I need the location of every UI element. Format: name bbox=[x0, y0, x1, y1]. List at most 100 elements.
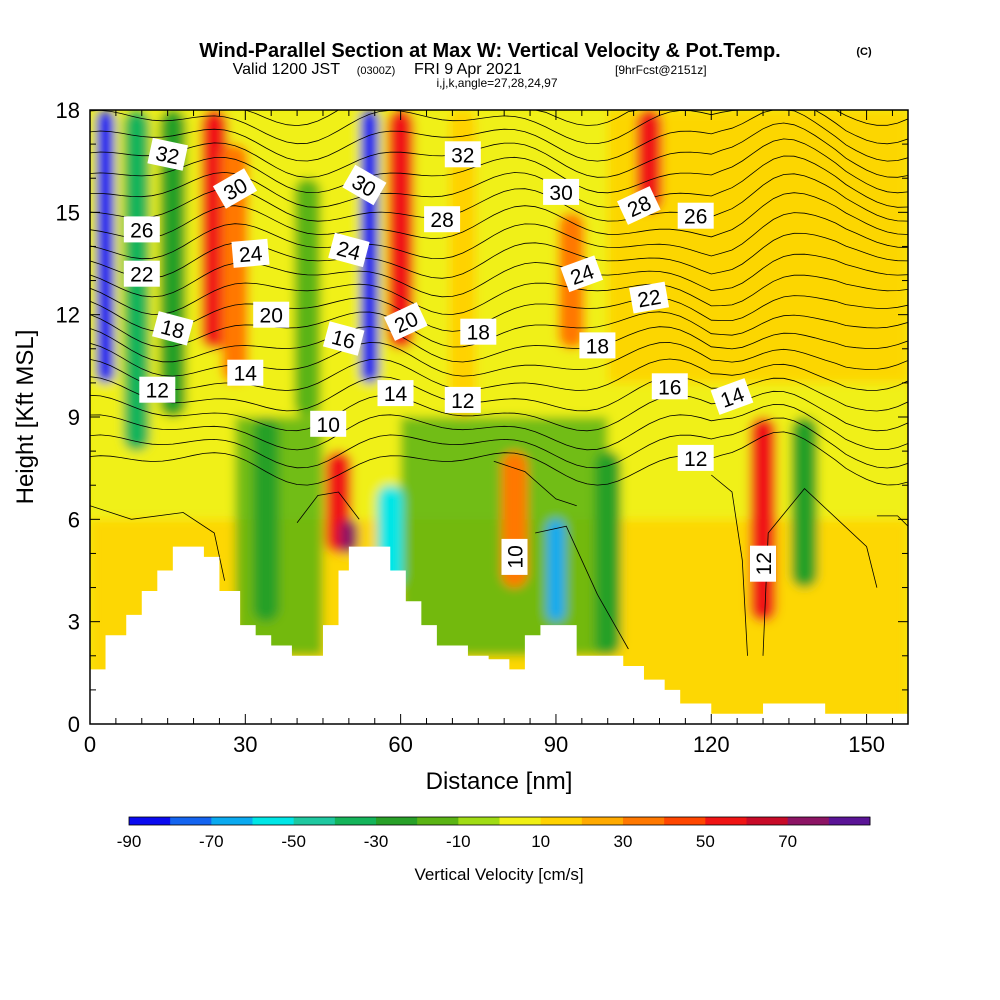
contour-label-text: 12 bbox=[753, 552, 776, 575]
y-tick-label: 12 bbox=[56, 303, 80, 328]
contour-label: 28 bbox=[424, 206, 461, 233]
colorbar-swatch bbox=[211, 817, 253, 825]
chart-title: Wind-Parallel Section at Max W: Vertical… bbox=[199, 40, 780, 62]
x-axis: 0 30 60 90 120 150 bbox=[84, 110, 893, 757]
x-tick-label: 150 bbox=[848, 732, 885, 757]
valid-time-label: Valid 1200 JST bbox=[233, 61, 341, 78]
contour-label-box bbox=[424, 206, 461, 233]
grid-indices-label: i,j,k,angle=27,28,24,97 bbox=[436, 76, 557, 90]
contour-label-box bbox=[227, 359, 264, 386]
contour-label-box bbox=[629, 281, 670, 314]
contour-label: 32 bbox=[147, 137, 189, 171]
y-tick-label: 6 bbox=[68, 507, 80, 532]
colorbar-swatch bbox=[581, 817, 624, 825]
contour-label: 12 bbox=[139, 376, 176, 403]
velocity-cell bbox=[201, 110, 228, 349]
valid-utc-label: (0300Z) bbox=[357, 65, 396, 77]
theta-contour-line bbox=[90, 155, 908, 208]
contour-label-box bbox=[750, 545, 776, 582]
colorbar-swatch bbox=[623, 817, 665, 825]
colorbar-tick-label: 30 bbox=[614, 832, 633, 851]
x-tick-label: 60 bbox=[388, 732, 412, 757]
theta-contour-line bbox=[90, 232, 908, 279]
colorbar-swatch bbox=[746, 817, 789, 825]
theta-contour-line bbox=[876, 515, 908, 527]
colorbar-tick-label: -90 bbox=[117, 832, 142, 851]
theta-contour-line bbox=[90, 358, 908, 391]
contour-label-text: 16 bbox=[658, 376, 681, 399]
contour-label: 18 bbox=[579, 332, 616, 359]
colorbar-tick-label: -30 bbox=[364, 832, 389, 851]
contour-label-text: 26 bbox=[684, 206, 707, 229]
contour-label-text: 12 bbox=[684, 448, 707, 471]
y-tick-label: 15 bbox=[56, 200, 80, 225]
y-tick-label: 9 bbox=[68, 405, 80, 430]
colorbar-swatch bbox=[417, 817, 459, 825]
theta-contour-line bbox=[90, 376, 908, 412]
contour-label-text: 12 bbox=[451, 390, 474, 413]
velocity-cell bbox=[594, 451, 621, 656]
colorbar-swatch bbox=[334, 817, 377, 825]
theta-contour-line bbox=[711, 474, 748, 656]
terrain bbox=[90, 546, 908, 724]
x-axis-title: Distance [nm] bbox=[426, 768, 573, 795]
velocity-cell bbox=[294, 178, 321, 417]
contour-label: 16 bbox=[651, 373, 688, 400]
copyright-mark: (C) bbox=[856, 46, 872, 58]
contour-label-box bbox=[123, 260, 160, 287]
x-tick-label: 30 bbox=[233, 732, 257, 757]
colorbar-swatch bbox=[458, 817, 500, 825]
colorbar-tick-label: 50 bbox=[696, 832, 715, 851]
contour-label-text: 18 bbox=[586, 335, 609, 358]
velocity-cell bbox=[750, 417, 777, 622]
y-tick-label: 18 bbox=[56, 98, 80, 123]
contour-label-box bbox=[444, 141, 481, 168]
contour-label-box bbox=[322, 321, 365, 356]
theta-contour-line bbox=[90, 404, 908, 451]
contour-label-box bbox=[377, 380, 414, 407]
contour-label: 22 bbox=[629, 281, 670, 314]
contour-label-box bbox=[310, 410, 347, 437]
colorbar-swatch bbox=[376, 817, 418, 825]
contour-label-box bbox=[616, 186, 661, 225]
theta-contour-line bbox=[535, 525, 629, 650]
x-tick-label: 0 bbox=[84, 732, 96, 757]
theta-contour-line bbox=[90, 311, 908, 348]
contour-label-text: 32 bbox=[451, 144, 474, 167]
contour-label: 22 bbox=[123, 260, 160, 287]
colorbar-swatch bbox=[170, 817, 212, 825]
contour-label: 20 bbox=[253, 301, 290, 328]
velocity-cell bbox=[339, 519, 358, 554]
contour-label: 24 bbox=[328, 232, 370, 268]
contour-label-box bbox=[501, 538, 528, 575]
contour-label-text: 26 bbox=[130, 219, 153, 242]
contour-label-box bbox=[710, 378, 754, 415]
y-axis: 0 3 6 9 12 15 18 bbox=[56, 98, 908, 737]
y-tick-label: 3 bbox=[68, 610, 80, 635]
contour-label-box bbox=[560, 255, 604, 293]
contour-label-text: 24 bbox=[238, 242, 264, 267]
velocity-cell bbox=[96, 110, 115, 383]
contour-label: 12 bbox=[677, 444, 714, 471]
x-tick-label: 90 bbox=[544, 732, 568, 757]
contour-label-box bbox=[152, 311, 194, 346]
colorbar-swatch bbox=[252, 817, 295, 825]
contour-label-text: 30 bbox=[549, 182, 572, 205]
contour-label-box bbox=[123, 216, 160, 243]
theta-contour-line bbox=[90, 274, 908, 315]
contour-label-box bbox=[139, 376, 176, 403]
contour-label-text: 14 bbox=[384, 383, 408, 406]
colorbar-swatch bbox=[293, 817, 336, 825]
colorbar-tick-label: 70 bbox=[778, 832, 797, 851]
colorbar-tick-label: 10 bbox=[531, 832, 550, 851]
theta-contour-line bbox=[90, 390, 908, 432]
colorbar-tick-label: -10 bbox=[446, 832, 471, 851]
contour-label: 14 bbox=[377, 380, 414, 407]
contour-label: 12 bbox=[444, 386, 481, 413]
contour-label-box bbox=[579, 332, 616, 359]
y-tick-label: 0 bbox=[68, 712, 80, 737]
contour-label-text: 12 bbox=[146, 380, 169, 403]
contour-label: 10 bbox=[310, 410, 347, 437]
colorbar-swatch bbox=[129, 817, 171, 825]
contour-label-box bbox=[444, 386, 481, 413]
